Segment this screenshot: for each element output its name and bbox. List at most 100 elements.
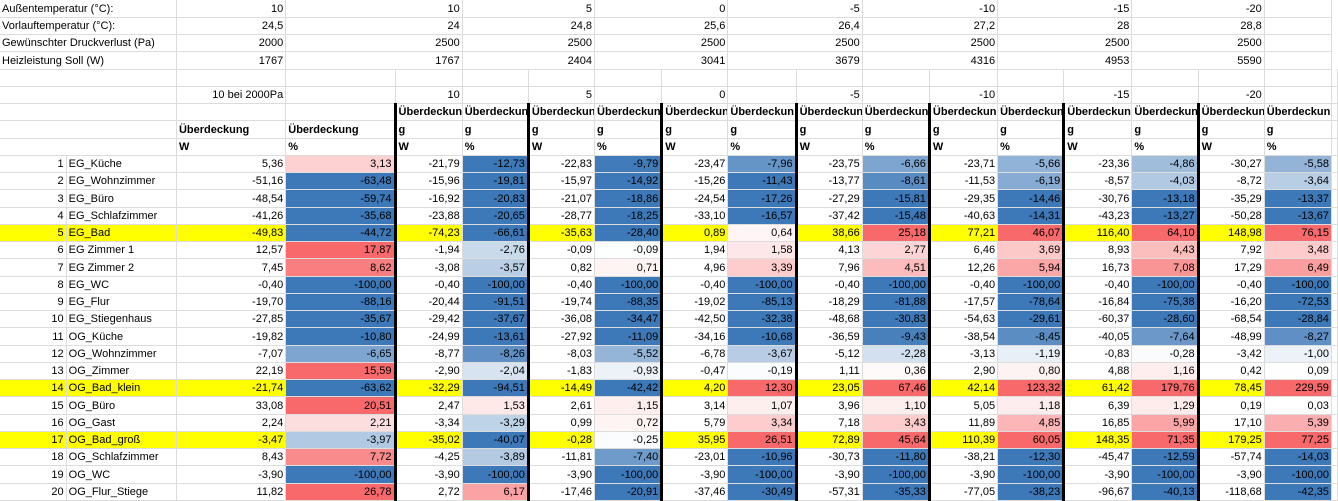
percent-cell[interactable]: -75,38 (1131, 293, 1199, 312)
cell[interactable] (1063, 69, 1133, 87)
percent-cell[interactable]: 1,16 (1131, 362, 1199, 381)
percent-cell[interactable]: -100,00 (727, 465, 797, 484)
percent-cell[interactable]: 1,15 (594, 396, 663, 415)
watt-cell[interactable]: -16,20 (1196, 293, 1265, 312)
percent-cell[interactable]: 1,10 (862, 396, 930, 415)
percent-cell[interactable]: -8,45 (997, 327, 1065, 346)
param-label[interactable]: Heizleistung Soll (W) (0, 51, 177, 70)
watt-cell[interactable]: -35,02 (393, 431, 463, 450)
watt-cell[interactable]: -15,26 (660, 172, 729, 191)
watt-cell[interactable]: -29,35 (927, 189, 999, 208)
percent-cell[interactable]: -17,26 (727, 189, 797, 208)
cell[interactable] (594, 86, 663, 105)
percent-cell[interactable]: -28,40 (594, 224, 663, 243)
room-name[interactable]: EG_Schlafzimmer (66, 207, 177, 225)
column-header[interactable]: Überdeckun (794, 103, 863, 122)
percent-cell[interactable]: -100,00 (1264, 465, 1332, 484)
watt-cell[interactable]: 16,73 (1062, 258, 1133, 277)
percent-cell[interactable]: 3,39 (727, 258, 797, 277)
watt-cell[interactable]: -18,29 (794, 293, 863, 312)
percent-cell[interactable]: -20,83 (462, 189, 529, 208)
percent-cell[interactable]: -8,26 (462, 345, 529, 363)
watt-cell[interactable]: 2,47 (393, 396, 463, 415)
watt-cell[interactable]: -118,68 (1196, 483, 1265, 501)
column-header[interactable]: Überdeckung (285, 120, 396, 139)
watt-cell[interactable]: 8,93 (1062, 241, 1133, 260)
watt-cell[interactable]: -2,90 (393, 362, 463, 381)
watt-cell[interactable]: -28,77 (526, 207, 596, 225)
cell[interactable] (1331, 86, 1338, 105)
percent-cell[interactable]: -30,49 (727, 483, 797, 501)
column-header[interactable]: Überdeckun (1131, 103, 1199, 122)
watt-cell[interactable]: -48,68 (794, 310, 863, 329)
param-value[interactable]: 2500 (594, 34, 729, 53)
column-header[interactable]: g (594, 120, 663, 139)
column-header[interactable]: g (526, 120, 596, 139)
column-header[interactable]: Überdeckun (1264, 103, 1332, 122)
percent-cell[interactable]: -85,13 (727, 293, 797, 312)
percent-cell[interactable]: -19,81 (462, 172, 529, 191)
watt-cell[interactable]: -57,31 (794, 483, 863, 501)
param-value[interactable]: 2000 (176, 34, 287, 53)
watt-cell[interactable]: 0,89 (660, 224, 729, 243)
percent-cell[interactable]: 46,07 (997, 224, 1065, 243)
param-label[interactable]: Vorlauftemperatur (°C): (0, 17, 177, 36)
room-name[interactable]: EG_Büro (66, 189, 177, 208)
percent-cell[interactable]: -12,59 (1131, 448, 1199, 467)
watt-cell[interactable]: -30,27 (1196, 155, 1265, 174)
cell[interactable] (1331, 103, 1338, 122)
unit-header[interactable]: W (176, 138, 287, 156)
watt-cell[interactable]: -27,85 (176, 310, 287, 329)
row-number[interactable]: 1 (0, 155, 67, 174)
percent-cell[interactable]: -100,00 (997, 276, 1065, 294)
cell[interactable] (1331, 138, 1338, 156)
percent-cell[interactable]: -11,43 (727, 172, 797, 191)
percent-cell[interactable]: -3,97 (285, 431, 396, 450)
percent-cell[interactable]: -29,61 (997, 310, 1065, 329)
watt-cell[interactable]: -15,97 (526, 172, 596, 191)
percent-cell[interactable]: -100,00 (462, 465, 529, 484)
param-value[interactable]: -20 (1131, 0, 1265, 18)
room-name[interactable]: EG_Bad (66, 224, 177, 243)
cell[interactable] (1331, 69, 1338, 87)
percent-cell[interactable]: -6,66 (862, 155, 930, 174)
percent-cell[interactable]: -11,80 (862, 448, 930, 467)
watt-cell[interactable]: -54,63 (927, 310, 999, 329)
watt-cell[interactable]: 12,26 (927, 258, 999, 277)
percent-cell[interactable]: -100,00 (594, 465, 663, 484)
watt-cell[interactable]: -3,34 (393, 414, 463, 432)
watt-cell[interactable]: -3,90 (1062, 465, 1133, 484)
column-header[interactable]: g (462, 120, 529, 139)
percent-cell[interactable]: -37,67 (462, 310, 529, 329)
room-name[interactable]: OG_Zimmer (66, 362, 177, 381)
watt-cell[interactable]: -23,75 (794, 155, 863, 174)
percent-cell[interactable]: -5,66 (997, 155, 1065, 174)
watt-cell[interactable]: -0,40 (526, 276, 596, 294)
column-header[interactable]: Überdeckun (1062, 103, 1133, 122)
watt-cell[interactable]: -42,50 (660, 310, 729, 329)
watt-cell[interactable]: -37,46 (660, 483, 729, 501)
row-number[interactable]: 13 (0, 362, 67, 381)
percent-cell[interactable]: -0,19 (727, 362, 797, 381)
watt-cell[interactable]: -0,40 (794, 276, 863, 294)
row-number[interactable]: 7 (0, 258, 67, 277)
percent-cell[interactable]: 67,46 (862, 379, 930, 398)
column-header[interactable]: g (660, 120, 729, 139)
watt-cell[interactable]: -20,44 (393, 293, 463, 312)
watt-cell[interactable]: -3,90 (794, 465, 863, 484)
watt-cell[interactable]: -37,42 (794, 207, 863, 225)
watt-cell[interactable]: -23,01 (660, 448, 729, 467)
percent-cell[interactable]: 2,77 (862, 241, 930, 260)
watt-cell[interactable]: -35,29 (1196, 189, 1265, 208)
watt-cell[interactable]: 5,05 (927, 396, 999, 415)
cell[interactable] (1331, 327, 1338, 346)
cell[interactable] (1331, 276, 1338, 294)
group-header[interactable]: 5 (528, 86, 596, 105)
param-value[interactable]: 2500 (285, 34, 463, 53)
column-header[interactable]: Überdeckun (660, 103, 729, 122)
room-name[interactable]: OG_Büro (66, 396, 177, 415)
percent-cell[interactable]: -3,57 (462, 258, 529, 277)
param-label[interactable]: Außentemperatur (°C): (0, 0, 177, 18)
percent-cell[interactable]: -18,25 (594, 207, 663, 225)
watt-cell[interactable]: -17,57 (927, 293, 999, 312)
